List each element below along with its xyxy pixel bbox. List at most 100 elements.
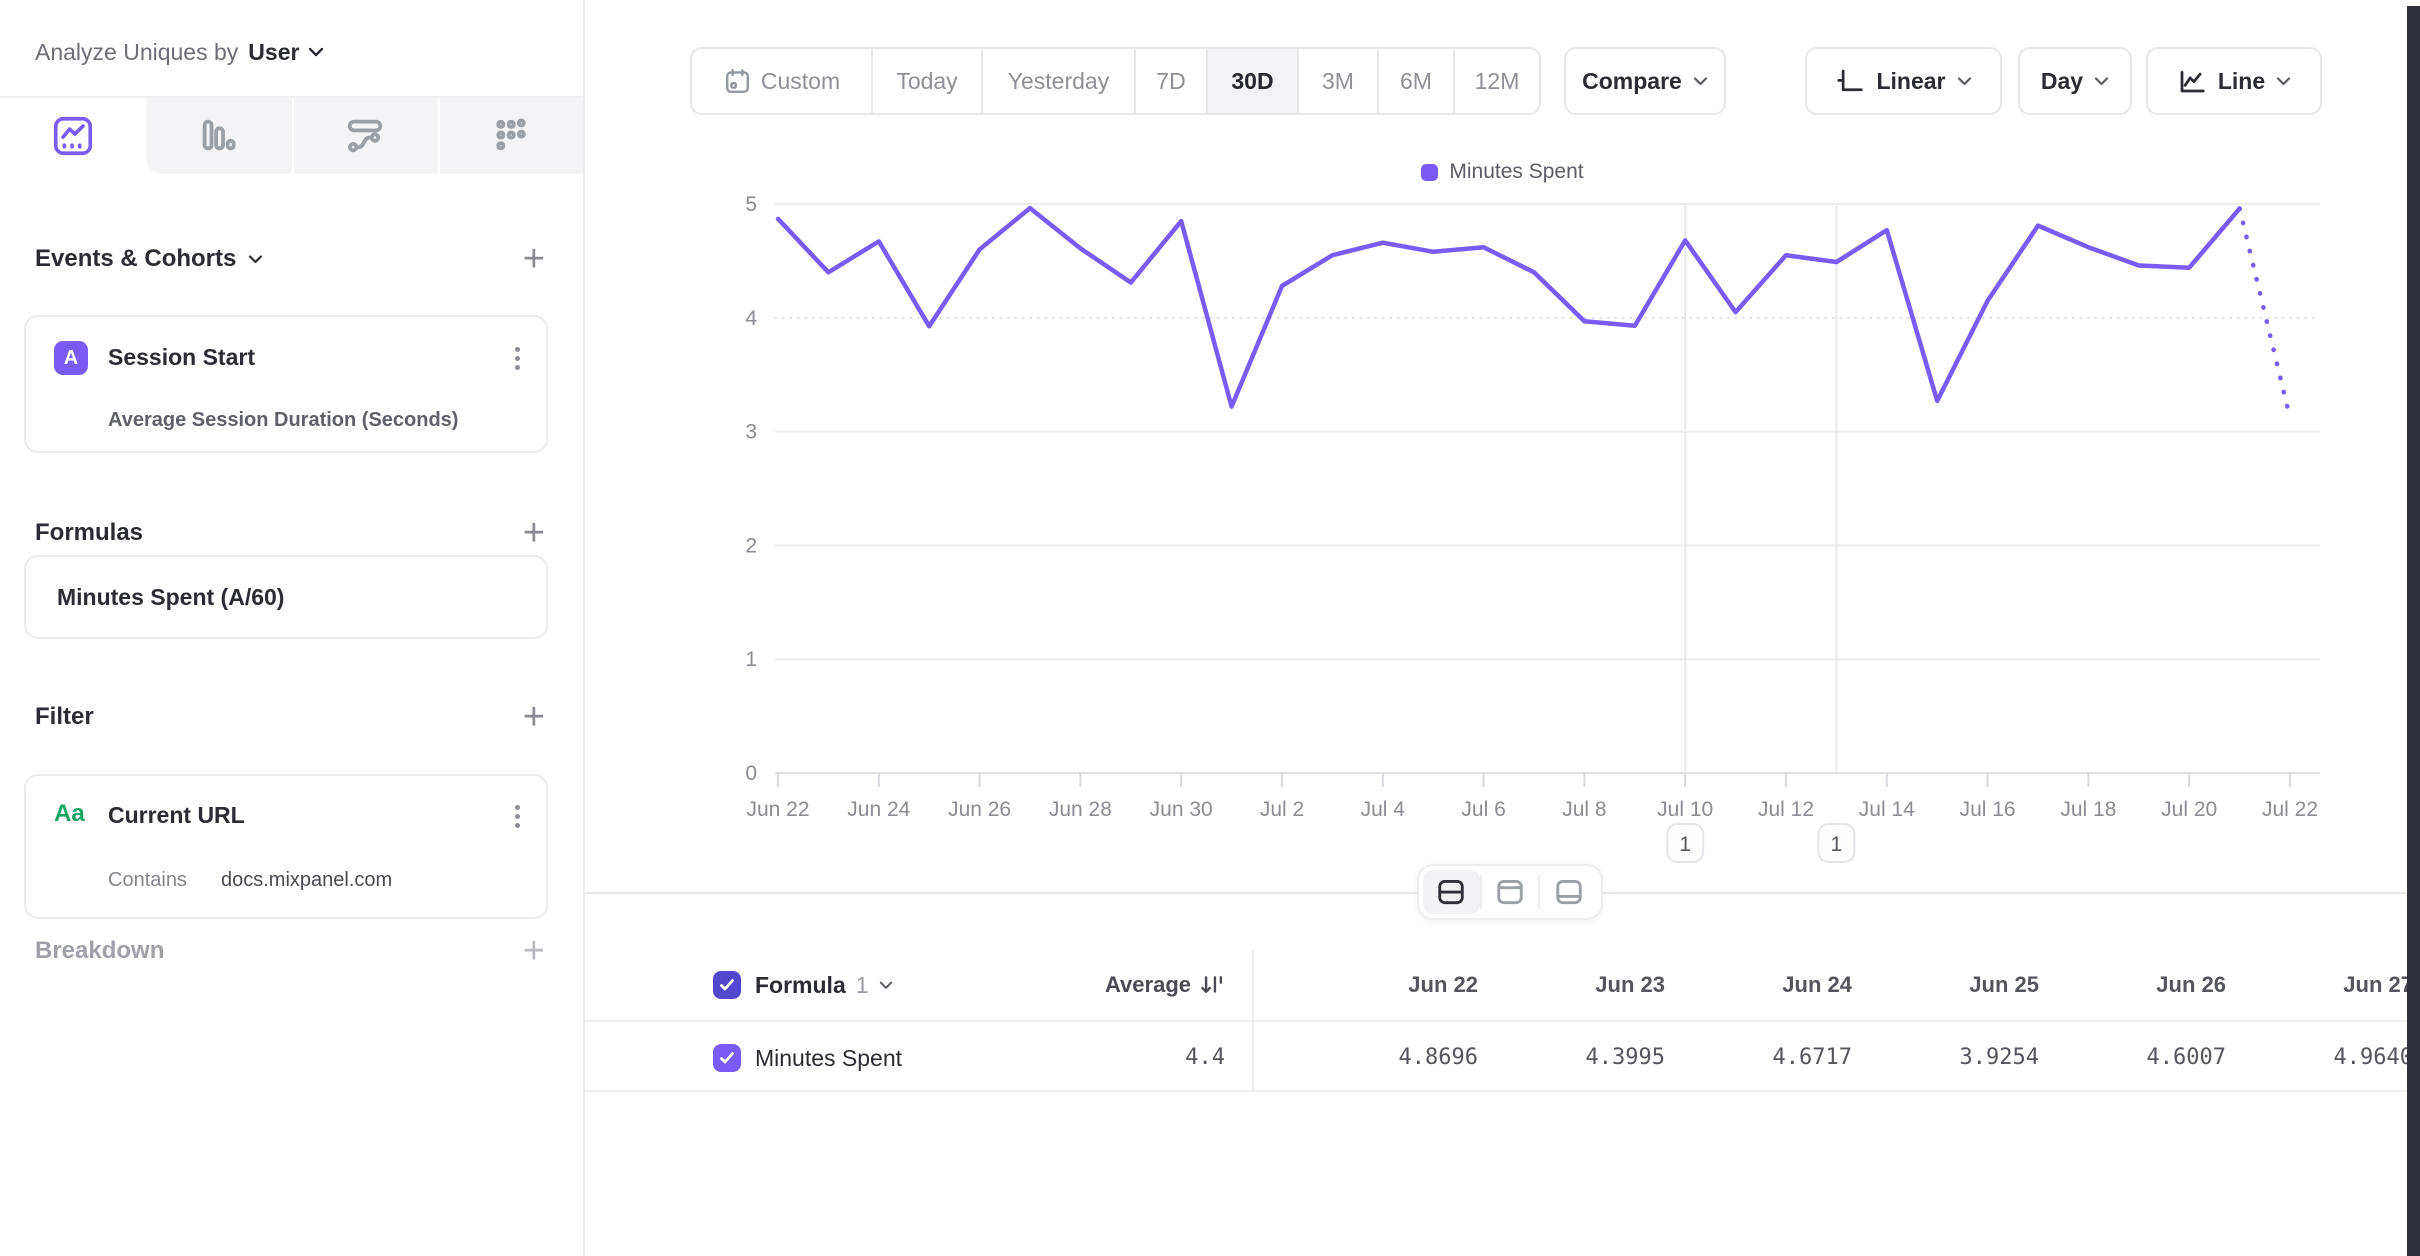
flow-icon [347, 119, 383, 153]
chevron-down-icon [309, 47, 324, 57]
x-axis-label: Jun 28 [1049, 798, 1112, 821]
line-chart: 0 1 2 3 4 5 1 1 Jun 22 Jun 24 Jun 26 Jun 28 Jun 30 Ju… [745, 193, 2321, 863]
chevron-down-icon [1693, 76, 1707, 85]
tab-divider [438, 98, 440, 174]
analyze-by-selector[interactable]: User [248, 39, 324, 66]
toggle-divider [1538, 875, 1541, 909]
annotation-badge-label: 1 [1679, 833, 1691, 856]
date-column-header[interactable]: Jun 23 [1595, 972, 1665, 997]
annotation-badge[interactable] [1817, 823, 1856, 863]
date-range-6m[interactable]: 6M [1379, 49, 1455, 113]
add-filter-button[interactable]: + [522, 696, 545, 738]
date-range-12m[interactable]: 12M [1474, 67, 1520, 94]
table-column-divider [1252, 950, 1254, 1092]
chart-type-button[interactable]: Line [2146, 47, 2322, 115]
x-axis-label: Jul 2 [1260, 798, 1304, 821]
compare-button[interactable]: Compare [1564, 47, 1726, 115]
tab-divider [292, 98, 294, 174]
x-axis-label: Jul 12 [1758, 798, 1814, 821]
event-name[interactable]: Session Start [108, 344, 255, 370]
x-axis-label: Jun 26 [948, 798, 1011, 821]
average-value: 4.4 [1185, 1045, 1225, 1070]
average-column-header[interactable]: Average [965, 972, 1225, 998]
filter-value[interactable]: docs.mixpanel.com [221, 869, 393, 891]
formula-group-header[interactable]: Formula 1 [755, 972, 893, 999]
string-property-icon: Aa [54, 800, 85, 827]
chart-only-view-button[interactable] [1482, 870, 1539, 914]
vertical-scrollbar[interactable] [2407, 6, 2420, 1256]
chevron-down-icon[interactable] [248, 254, 263, 264]
date-column-header[interactable]: Jun 25 [1969, 972, 2039, 997]
date-column-header[interactable]: Jun 26 [2156, 972, 2226, 997]
filter-card[interactable]: Aa Current URL Contains docs.mixpanel.co… [24, 774, 548, 919]
date-value-cell: 4.9640 [2333, 1045, 2413, 1070]
y-axis-label: 3 [745, 421, 757, 444]
date-range-30d[interactable]: 30D [1208, 49, 1299, 113]
check-icon [720, 1052, 734, 1064]
event-options-kebab-icon[interactable] [511, 343, 524, 374]
annotation-badge[interactable] [1666, 823, 1705, 863]
x-axis-label: Jul 6 [1461, 798, 1505, 821]
chart-legend[interactable]: Minutes Spent [585, 160, 2420, 184]
date-column-header[interactable]: Jun 27 [2343, 972, 2413, 997]
filter-section-title: Filter [35, 703, 94, 730]
line-type-icon [2180, 70, 2205, 93]
tab-bar-chart[interactable] [146, 98, 292, 174]
x-axis-label: Jul 8 [1562, 798, 1606, 821]
series-name[interactable]: Minutes Spent [755, 1045, 903, 1071]
filter-options-kebab-icon[interactable] [511, 801, 524, 832]
add-event-button[interactable]: + [522, 238, 545, 280]
events-section-title: Events & Cohorts [35, 245, 263, 273]
date-column-header[interactable]: Jun 24 [1782, 972, 1852, 997]
add-formula-button[interactable]: + [522, 512, 545, 554]
toggle-divider [1479, 875, 1482, 909]
calendar-icon [725, 68, 749, 93]
series-checkbox[interactable] [713, 1044, 741, 1072]
filter-section-header: Filter + [35, 698, 545, 736]
date-range-7d[interactable]: 7D [1136, 49, 1208, 113]
view-toggle [1417, 864, 1603, 920]
x-axis-label: Jul 16 [1960, 798, 2016, 821]
y-axis-label: 2 [745, 534, 757, 557]
date-column-header[interactable]: Jun 22 [1408, 972, 1478, 997]
x-axis-label: Jul 22 [2262, 798, 2318, 821]
filter-operator[interactable]: Contains [108, 869, 187, 891]
event-measure[interactable]: Average Session Duration (Seconds) [108, 409, 459, 431]
chevron-down-icon [2277, 76, 2291, 85]
x-axis-label: Jul 4 [1361, 798, 1406, 821]
x-axis-label: Jul 18 [2060, 798, 2116, 821]
x-axis-label: Jun 22 [746, 798, 809, 821]
chevron-down-icon [1957, 76, 1971, 85]
axis-scale-button[interactable]: Linear [1805, 47, 2002, 115]
table-only-view-button[interactable] [1540, 870, 1597, 914]
date-value-cell: 4.3995 [1585, 1045, 1665, 1070]
split-view-button[interactable] [1423, 870, 1480, 914]
date-range-3m[interactable]: 3M [1299, 49, 1379, 113]
y-axis-label: 0 [745, 762, 757, 785]
tab-metrics[interactable] [438, 98, 584, 174]
linear-axis-icon [1837, 69, 1864, 92]
tab-flow[interactable] [292, 98, 438, 174]
date-range-custom[interactable]: Custom [692, 49, 873, 113]
formula-name[interactable]: Minutes Spent (A/60) [57, 584, 285, 610]
date-range-yesterday[interactable]: Yesterday [983, 49, 1136, 113]
date-range-today[interactable]: Today [873, 49, 983, 113]
formula-card[interactable]: Minutes Spent (A/60) [24, 555, 548, 639]
table-view-icon [1555, 879, 1582, 905]
bar-chart-icon [202, 119, 236, 151]
date-value-cell: 3.9254 [1959, 1045, 2039, 1070]
event-card[interactable]: A Session Start Average Session Duration… [24, 315, 548, 453]
select-all-checkbox[interactable] [713, 971, 741, 999]
sidebar-header-divider [0, 96, 585, 98]
chevron-down-icon [2094, 76, 2109, 85]
add-breakdown-button[interactable]: + [522, 930, 545, 972]
tab-line-chart[interactable] [0, 98, 146, 174]
series-line [775, 205, 2242, 409]
granularity-button[interactable]: Day [2018, 47, 2132, 115]
annotation-badge-label: 1 [1831, 833, 1843, 856]
table-header-row: Formula 1 Average Jun 22 Jun 23 Jun 24 Jun … [585, 950, 2420, 1022]
filter-property[interactable]: Current URL [108, 802, 245, 828]
x-axis-label: Jun 24 [847, 798, 910, 821]
y-axis-label: 4 [745, 307, 757, 330]
